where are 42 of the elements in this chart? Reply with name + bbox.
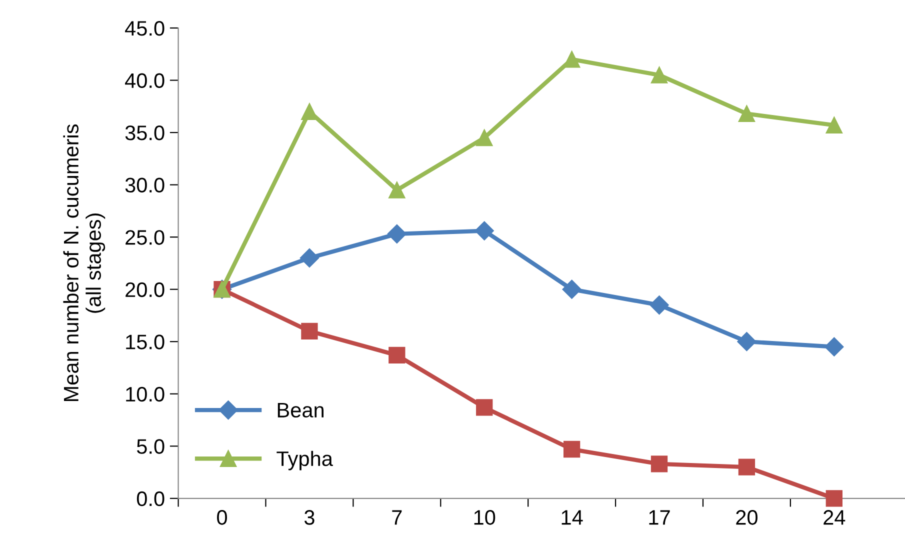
x-tick-label: 10 <box>474 510 496 525</box>
legend-label: Typha <box>276 450 333 470</box>
point <box>650 66 668 84</box>
point <box>300 248 319 268</box>
x-tick-label: 0 <box>217 510 227 525</box>
point <box>476 129 493 146</box>
x-tick-label: 17 <box>649 510 670 525</box>
y-tick-label: 20.0 <box>126 282 164 298</box>
y-tick-label: 5.0 <box>136 439 164 454</box>
point <box>650 295 669 315</box>
point <box>301 103 318 120</box>
x-tick-label: 7 <box>392 510 402 525</box>
point <box>387 224 406 244</box>
point <box>474 221 494 240</box>
x-tick-label: 3 <box>304 510 314 525</box>
y-tick-label: 0.0 <box>136 491 164 506</box>
point <box>738 458 756 476</box>
point <box>738 105 756 122</box>
y-tick-label: 15.0 <box>126 334 164 350</box>
y-tick-label: 40.0 <box>125 73 164 88</box>
point <box>650 456 668 472</box>
y-tick-label: 35.0 <box>125 126 164 140</box>
legend-label: Bean <box>278 403 324 418</box>
point <box>563 51 580 68</box>
x-tick-label: 20 <box>736 510 758 525</box>
point <box>563 440 580 458</box>
point <box>826 490 842 507</box>
y-axis-title: Mean number of N. cucumeris (all stages) <box>63 124 106 402</box>
point <box>824 337 844 356</box>
x-tick-label: 24 <box>824 510 846 525</box>
point <box>737 332 756 352</box>
x-tick-label: 14 <box>562 510 583 525</box>
point <box>562 280 582 299</box>
point <box>388 346 406 364</box>
y-tick-label: 30.0 <box>125 178 164 193</box>
point <box>476 399 493 416</box>
y-tick-label: 25.0 <box>126 230 164 245</box>
y-tick-label: 45.0 <box>125 21 164 36</box>
point <box>388 182 406 198</box>
y-tick-label: 10.0 <box>126 386 164 402</box>
point <box>826 116 842 134</box>
point <box>301 322 318 340</box>
